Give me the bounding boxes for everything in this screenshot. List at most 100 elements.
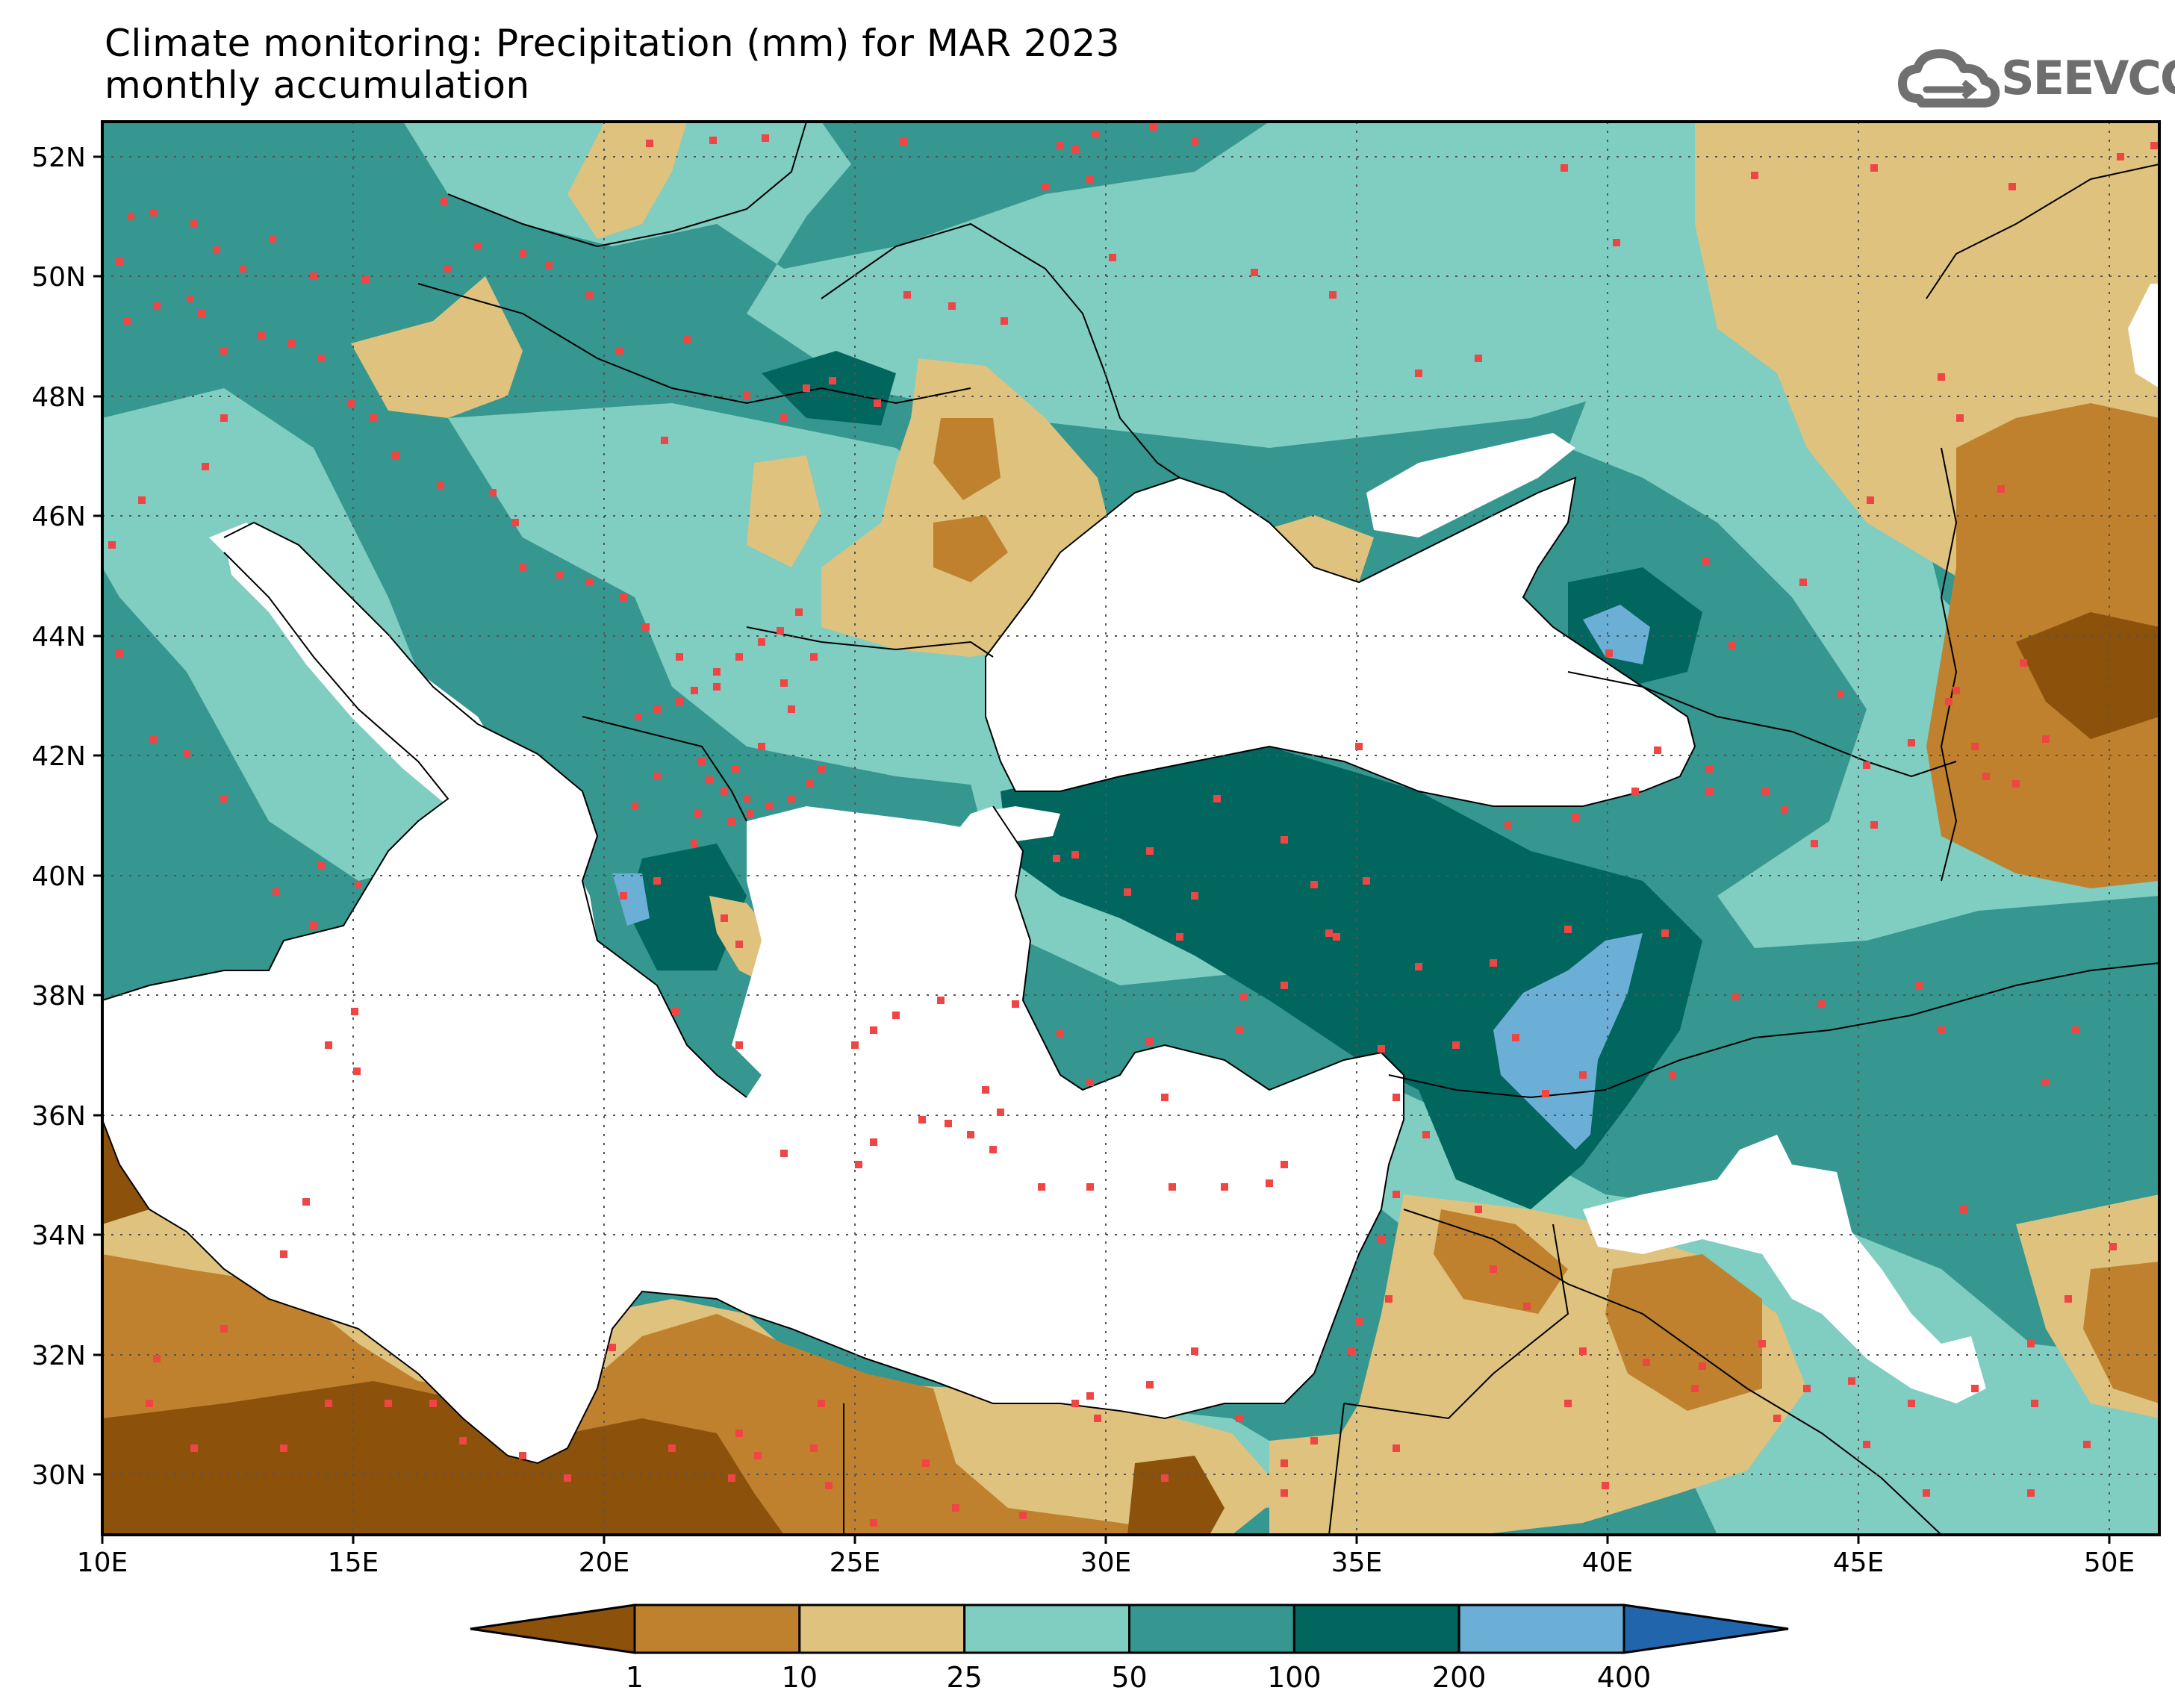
station-marker	[273, 888, 280, 896]
seevccc-logo: SEEVCCC	[1896, 45, 2175, 112]
station-marker	[691, 687, 698, 694]
map-title: Climate monitoring: Precipitation (mm) f…	[105, 22, 1120, 106]
station-marker	[1281, 1489, 1288, 1497]
station-marker	[116, 649, 123, 657]
station-marker	[190, 1444, 198, 1452]
station-marker	[2117, 153, 2124, 160]
station-marker	[1579, 1071, 1587, 1079]
station-marker	[1221, 1183, 1228, 1191]
station-marker	[459, 1437, 467, 1444]
zone-10-25-hungary	[351, 276, 523, 418]
station-marker	[1997, 485, 2005, 493]
station-marker	[1762, 788, 1770, 795]
zone-10-25-egypt-coast	[1269, 1433, 1344, 1535]
station-marker	[1602, 1482, 1609, 1489]
zone-10-25-serbia	[747, 455, 821, 567]
station-marker	[1863, 1441, 1870, 1448]
station-marker	[2042, 1079, 2050, 1086]
station-marker	[362, 276, 370, 284]
station-marker	[519, 1452, 526, 1459]
station-marker	[310, 272, 317, 280]
station-marker	[735, 1041, 743, 1049]
station-marker	[758, 638, 765, 646]
station-marker	[989, 1146, 997, 1153]
station-marker	[743, 392, 750, 399]
lon-tick-20e: 20E	[579, 1548, 630, 1578]
lon-tick-10e: 10E	[77, 1548, 128, 1578]
station-marker	[870, 1519, 877, 1527]
station-marker	[1146, 1038, 1154, 1045]
logo-text: SEEVCCC	[2001, 51, 2175, 105]
station-marker	[616, 347, 623, 355]
station-marker	[672, 1008, 679, 1015]
station-marker	[668, 1444, 676, 1452]
colorbar-bin	[963, 1603, 1130, 1654]
station-marker	[903, 291, 911, 299]
station-marker	[870, 1138, 877, 1146]
lon-tick-labels: 10E 15E 20E 25E 30E 35E 40E 45E 50E	[77, 1548, 2135, 1578]
station-marker	[1512, 1034, 1519, 1041]
station-marker	[1908, 1400, 1915, 1407]
station-marker	[1605, 649, 1613, 657]
station-marker	[1086, 175, 1094, 183]
station-marker	[220, 414, 228, 422]
station-marker	[2072, 1026, 2079, 1034]
station-marker	[1870, 821, 1878, 829]
colorbar-label: 50	[1111, 1661, 1147, 1694]
station-marker	[1669, 1071, 1676, 1079]
station-marker	[1982, 773, 1990, 780]
station-marker	[1867, 496, 1874, 504]
station-marker	[676, 653, 683, 661]
station-marker	[1001, 317, 1008, 325]
station-marker	[795, 608, 803, 616]
station-marker	[754, 1452, 762, 1459]
station-marker	[732, 765, 739, 773]
station-marker	[2012, 780, 2020, 788]
station-marker	[220, 1325, 228, 1333]
station-marker	[213, 246, 220, 254]
station-marker	[1631, 788, 1639, 795]
station-marker	[2083, 1441, 2091, 1448]
colorbar-bin	[470, 1603, 636, 1654]
lon-tick-50e: 50E	[2084, 1548, 2135, 1578]
station-marker	[765, 802, 773, 810]
station-marker	[1938, 1026, 1945, 1034]
station-marker	[609, 1344, 616, 1351]
lon-tick-45e: 45E	[1833, 1548, 1885, 1578]
station-marker	[706, 776, 713, 784]
station-marker	[317, 355, 325, 362]
station-marker	[370, 414, 377, 422]
station-marker	[1325, 929, 1333, 937]
lat-tick-44n: 44N	[31, 622, 86, 652]
station-marker	[709, 137, 717, 144]
station-marker	[1542, 1090, 1549, 1097]
station-marker	[1251, 269, 1258, 276]
sea-black	[986, 478, 1695, 806]
station-marker	[325, 1400, 332, 1407]
station-marker	[1393, 1191, 1400, 1198]
station-marker	[1355, 743, 1363, 750]
lat-tick-30n: 30N	[31, 1460, 86, 1491]
station-marker	[777, 627, 784, 635]
lat-tick-48n: 48N	[31, 382, 86, 413]
station-marker	[698, 758, 706, 765]
sea-marmara	[971, 806, 1060, 844]
station-marker	[1490, 1265, 1497, 1273]
station-marker	[721, 788, 728, 795]
zone-25-50-levant	[1381, 1082, 2159, 1535]
station-marker	[1971, 743, 1979, 750]
station-marker	[1781, 806, 1788, 814]
station-marker	[620, 593, 627, 601]
station-marker	[1012, 1000, 1019, 1008]
station-marker	[239, 265, 246, 272]
precipitation-field	[102, 122, 2159, 1535]
station-marker	[653, 877, 661, 885]
station-marker	[1643, 1359, 1650, 1366]
station-marker	[586, 579, 594, 586]
station-marker	[803, 384, 810, 392]
station-marker	[653, 705, 661, 713]
station-marker	[441, 198, 448, 205]
station-marker	[2027, 1489, 2035, 1497]
station-marker	[489, 489, 497, 496]
station-marker	[287, 340, 295, 347]
